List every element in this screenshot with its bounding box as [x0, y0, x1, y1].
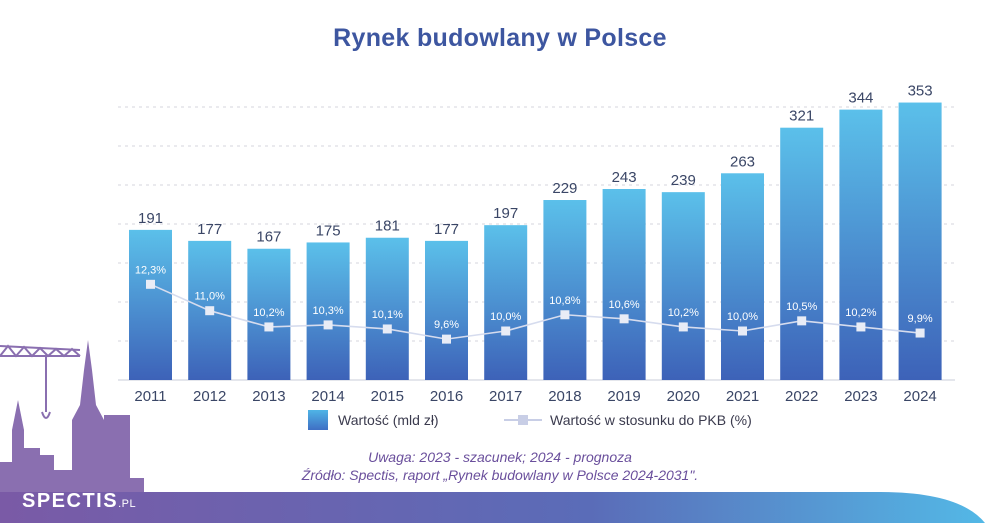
gdp-ratio-point-2024	[915, 328, 925, 338]
gdp-ratio-point-2015	[382, 324, 392, 334]
gdp-ratio-label: 10,8%	[549, 295, 580, 307]
x-tick-label: 2017	[489, 388, 522, 405]
gdp-ratio-label: 10,0%	[490, 311, 521, 323]
gdp-ratio-point-2013	[264, 322, 274, 332]
bar-value-label: 243	[612, 169, 637, 186]
gdp-ratio-point-2011	[146, 279, 155, 289]
x-tick-label: 2020	[667, 388, 700, 405]
bar-2013	[247, 248, 291, 380]
gdp-ratio-label: 10,2%	[845, 307, 876, 319]
gdp-ratio-point-2019	[619, 314, 629, 324]
gdp-ratio-point-2012	[205, 306, 215, 316]
x-tick-label: 2014	[311, 388, 344, 405]
gdp-ratio-polyline	[150, 283, 921, 340]
x-tick-label: 2019	[607, 388, 640, 405]
legend-item-value: Wartość (mld zł)	[308, 410, 439, 430]
legend-line-swatch	[504, 410, 542, 430]
bar-2017	[484, 225, 528, 380]
gdp-ratio-label: 10,1%	[372, 309, 403, 321]
x-tick-label: 2012	[193, 388, 226, 405]
gdp-ratio-label: 10,5%	[786, 301, 817, 313]
x-tick-label: 2013	[252, 388, 285, 405]
footer-band	[0, 492, 985, 523]
bar-value-label: 239	[671, 172, 696, 189]
bar-2021	[721, 173, 764, 380]
bar-value-label: 177	[197, 221, 222, 238]
gdp-ratio-label: 9,6%	[434, 319, 459, 331]
bar-value-label: 177	[434, 221, 459, 238]
bar-value-label: 197	[493, 205, 518, 222]
note-estimate: Uwaga: 2023 - szacunek; 2024 - prognoza	[368, 449, 632, 465]
bar-2011	[129, 229, 172, 380]
legend-line-label: Wartość w stosunku do PKB (%)	[550, 412, 752, 428]
bar-value-label: 263	[730, 153, 755, 170]
legend-bar-label: Wartość (mld zł)	[338, 412, 439, 428]
bar-value-label: 321	[789, 108, 814, 125]
gdp-ratio-label: 12,3%	[135, 264, 166, 276]
gdp-ratio-point-2021	[738, 326, 747, 336]
gdp-ratio-label: 10,2%	[668, 307, 699, 319]
gdp-ratio-line: 12,3% 11,0% 10,2% 10,3% 10,1% 9,6% 10,0% 10,8% 1…	[135, 264, 933, 344]
bar-value-label: 181	[375, 218, 400, 235]
x-tick-label: 2018	[548, 388, 581, 405]
gdp-ratio-label: 9,9%	[908, 313, 933, 325]
note-source: Źródło: Spectis, raport „Rynek budowlany…	[301, 467, 699, 483]
gdp-ratio-point-2020	[678, 322, 688, 332]
city-skyline	[0, 340, 144, 492]
chart-title: Rynek budowlany w Polsce	[333, 24, 667, 52]
bar-value-label: 344	[848, 90, 873, 107]
x-axis-ticks: 2011 2012 2013 2014 2015 2016 2017 2018 2019 2020…	[134, 388, 936, 405]
spectis-logo: SPECTIS.PL	[22, 490, 137, 512]
legend-bar-swatch	[308, 410, 328, 430]
bar-value-label: 353	[908, 83, 933, 100]
gdp-ratio-point-2016	[442, 334, 451, 344]
bar-2016	[425, 240, 468, 380]
crane-icon	[0, 344, 81, 419]
bar-value-label: 229	[552, 180, 577, 197]
bar-2022	[780, 127, 824, 380]
bar-value-label: 167	[256, 229, 281, 246]
x-tick-label: 2016	[430, 388, 463, 405]
bar-2015	[365, 237, 409, 380]
bar-2018	[543, 200, 587, 380]
x-tick-label: 2024	[903, 388, 936, 405]
gdp-ratio-point-2014	[323, 320, 333, 330]
gdp-ratio-label: 11,0%	[195, 291, 226, 303]
x-tick-label: 2022	[785, 388, 818, 405]
notes: Uwaga: 2023 - szacunek; 2024 - prognoza …	[0, 448, 1000, 484]
gdp-ratio-label: 10,6%	[608, 299, 639, 311]
gdp-ratio-point-2023	[856, 322, 866, 332]
x-tick-label: 2023	[844, 388, 877, 405]
bar-2019	[602, 189, 646, 380]
gdp-ratio-point-2017	[501, 326, 511, 336]
legend-item-gdp-ratio: Wartość w stosunku do PKB (%)	[504, 410, 752, 430]
x-tick-label: 2011	[134, 388, 166, 405]
gdp-ratio-point-2022	[797, 316, 807, 326]
bar-value-label: 175	[316, 222, 341, 239]
gdp-ratio-label: 10,0%	[727, 311, 758, 323]
gdp-ratio-point-2018	[560, 310, 570, 320]
x-tick-label: 2015	[371, 388, 404, 405]
x-tick-label: 2021	[726, 388, 759, 405]
gdp-ratio-label: 10,2%	[253, 307, 284, 319]
gdp-ratio-label: 10,3%	[312, 305, 343, 317]
bar-2020	[661, 192, 705, 380]
bar-2023	[839, 109, 883, 380]
bar-2014	[306, 242, 350, 380]
data-labels: 191 177 167 175 181 177 197 229 243 239 263 321 344 3…	[138, 83, 933, 246]
bar-value-label: 191	[138, 210, 163, 227]
